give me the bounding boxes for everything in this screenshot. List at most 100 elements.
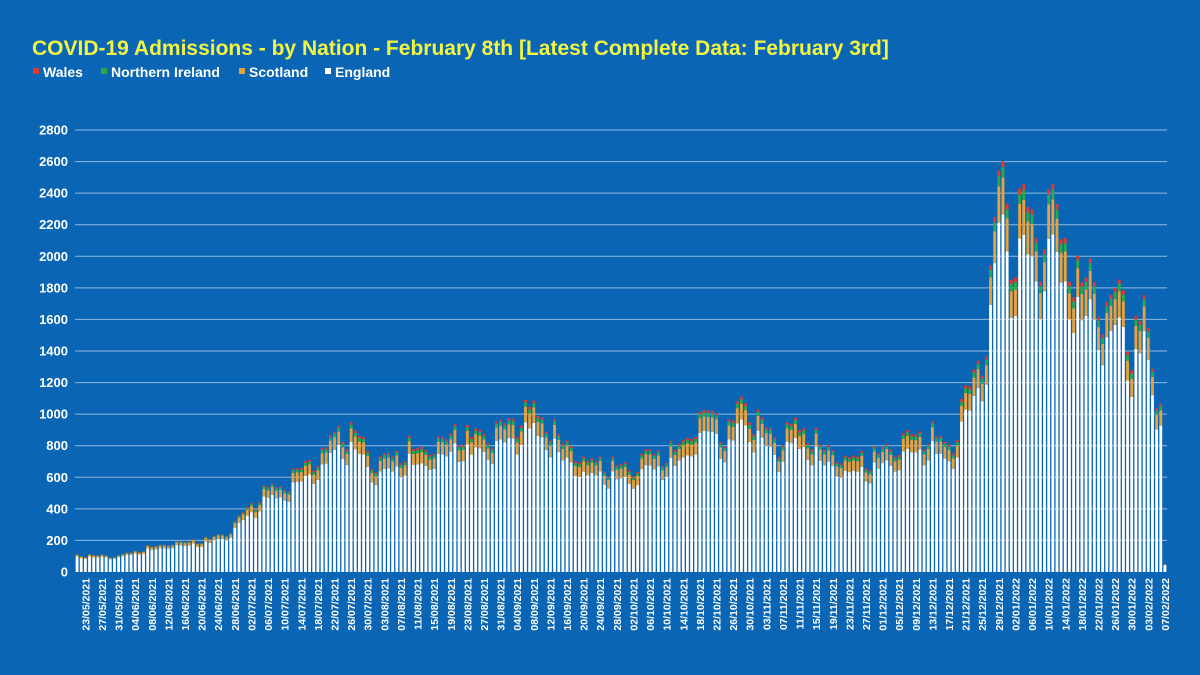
bar-scotland [569,451,573,463]
bar-scotland [723,451,727,463]
bar-england [532,422,536,572]
bar-wales [814,427,818,430]
bar-wales [968,386,972,390]
bar-england [308,474,311,572]
bar-england [914,452,918,572]
bar-northern-ireland [200,543,204,545]
bar-scotland [167,546,170,549]
bar-northern-ireland [582,458,586,462]
bar-northern-ireland [478,432,482,436]
bar-scotland [881,451,884,464]
bar-scotland [1026,221,1030,255]
bar-northern-ireland [1072,301,1075,309]
y-tick-label: 2800 [39,123,68,138]
bar-england [652,469,656,572]
bar-england [810,465,814,572]
bar-wales [519,425,523,428]
bar-england [698,432,702,572]
bar-northern-ireland [731,422,735,427]
bar-scotland [470,442,473,455]
bar-stack [287,491,291,572]
bar-england [590,472,594,572]
bar-england [901,451,905,572]
x-tick-label: 18/01/2022 [1077,578,1089,631]
bar-scotland [337,431,341,445]
bar-northern-ireland [216,534,220,536]
x-tick-label: 02/10/2021 [629,578,641,631]
bar-england [906,448,909,572]
bar-england [262,496,266,572]
bar-england [1068,319,1071,572]
bar-england [926,460,930,572]
bar-northern-ireland [349,424,353,429]
bar-northern-ireland [760,419,764,424]
bar-northern-ireland [1113,292,1117,300]
bar-england [1009,317,1013,572]
bar-northern-ireland [162,545,166,546]
bar-england [951,468,955,572]
bar-england [353,449,357,572]
bar-wales [478,430,482,433]
bar-northern-ireland [220,534,224,536]
bar-stack [411,448,415,572]
bar-wales [881,446,884,449]
bar-scotland [382,458,386,469]
bar-stack [457,445,461,572]
bar-scotland [146,546,150,549]
bar-scotland [644,454,648,466]
bar-scotland [349,428,353,442]
bar-england [1121,326,1125,572]
bar-england [137,554,141,572]
bar-stack [362,437,365,572]
bar-northern-ireland [652,455,656,459]
bar-wales [980,375,984,379]
x-tick-label: 26/07/2021 [346,578,358,631]
bar-stack [960,399,963,572]
bar-scotland [955,445,959,458]
bar-stack [171,544,174,572]
x-tick-label: 12/06/2021 [163,578,175,631]
bar-wales [997,170,1001,177]
bar-wales [495,421,498,424]
bar-scotland [673,454,677,466]
bar-england [557,452,561,572]
bar-northern-ireland [532,403,536,408]
bar-stack [586,460,590,572]
bar-scotland [847,461,851,473]
bar-england [881,463,884,572]
y-tick-label: 2400 [39,186,68,201]
bar-wales [241,511,245,513]
x-tick-label: 06/01/2022 [1027,578,1039,631]
bar-england [860,466,864,572]
bar-northern-ireland [1009,284,1013,292]
bar-england [565,457,569,572]
bar-northern-ireland [719,444,723,448]
bar-wales [337,425,341,428]
bar-wales [1159,403,1163,407]
bar-stack [1146,328,1150,572]
bar-scotland [461,449,465,462]
bar-northern-ireland [266,488,270,491]
bar-england [162,548,166,572]
bar-stack [391,456,395,572]
bar-stack [382,453,386,572]
bar-northern-ireland [187,541,191,543]
bar-stack [652,454,656,572]
bar-stack [453,424,457,572]
bar-wales [291,468,295,471]
y-tick-label: 800 [46,438,68,453]
bar-northern-ireland [939,438,943,442]
bar-stack [420,446,424,572]
bar-stack [760,417,764,572]
bar-england [254,517,258,572]
bar-northern-ireland [262,486,266,489]
bar-stack [1001,161,1005,573]
bar-stack [532,400,536,572]
bar-scotland [316,470,320,480]
bar-england [1076,296,1080,572]
bar-stack [266,486,270,572]
bar-scotland [142,551,145,554]
bar-wales [939,435,943,439]
bar-wales [710,410,714,414]
